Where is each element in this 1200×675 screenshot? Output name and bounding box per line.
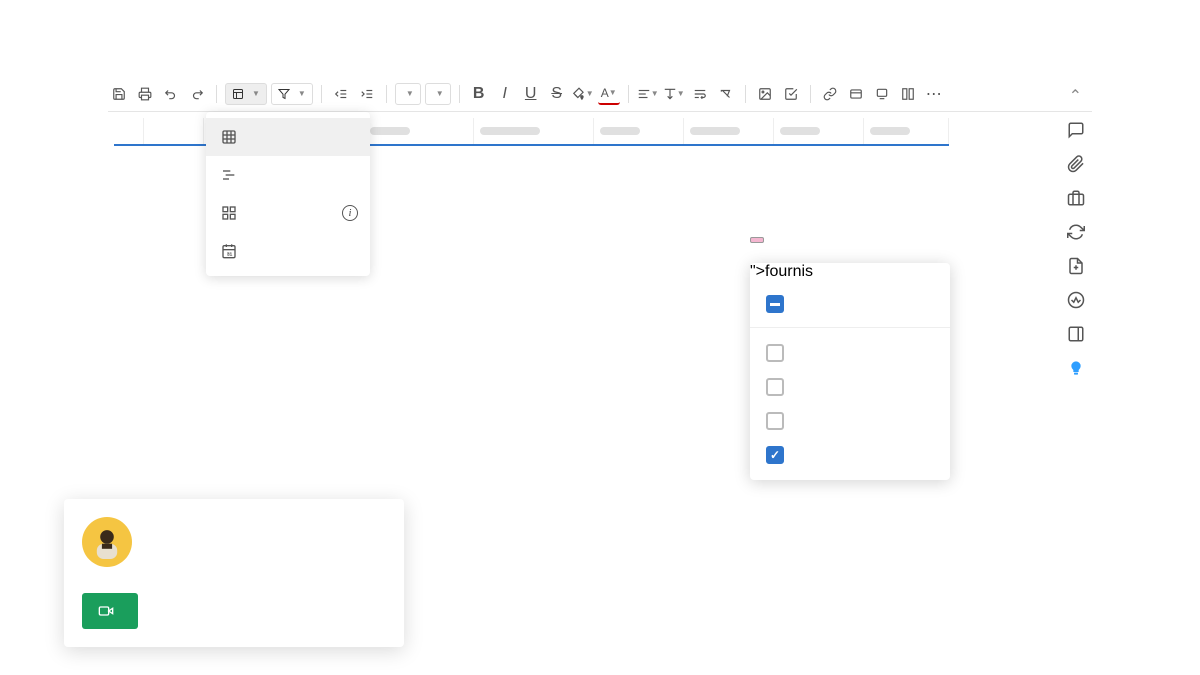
view-menu-grid[interactable] <box>206 118 370 156</box>
contact-card <box>64 499 404 647</box>
region-option[interactable] <box>750 438 950 472</box>
image-icon[interactable] <box>754 83 776 105</box>
view-menu-calendar[interactable]: 31 <box>206 232 370 270</box>
indent-icon[interactable] <box>356 83 378 105</box>
rail-panel-icon[interactable] <box>1066 324 1086 344</box>
align-icon[interactable]: ▼ <box>637 83 659 105</box>
filter-dropdown[interactable]: ▼ <box>271 83 313 105</box>
start-hangout-button[interactable] <box>82 593 138 629</box>
calendar-icon: 31 <box>220 242 238 260</box>
rail-briefcase-icon[interactable] <box>1066 188 1086 208</box>
save-icon[interactable] <box>108 83 130 105</box>
highlight-icon[interactable] <box>780 83 802 105</box>
undo-icon[interactable] <box>160 83 182 105</box>
card-icon <box>220 204 238 222</box>
region-option[interactable] <box>750 370 950 404</box>
valign-icon[interactable]: ▼ <box>663 83 685 105</box>
rail-attachments-icon[interactable] <box>1066 154 1086 174</box>
print-icon[interactable] <box>134 83 156 105</box>
grid-icon <box>220 128 238 146</box>
video-icon <box>98 603 114 619</box>
view-menu-card[interactable]: i <box>206 194 370 232</box>
text-color-icon[interactable]: A▼ <box>598 83 620 105</box>
region-selected-count <box>750 281 950 328</box>
collapse-toolbar-icon[interactable]: ⌃ <box>1069 86 1082 106</box>
outdent-icon[interactable] <box>330 83 352 105</box>
wrap-icon[interactable] <box>689 83 711 105</box>
rail-refefresh-icon[interactable] <box>1066 222 1086 242</box>
more-icon[interactable]: ⋯ <box>923 83 945 105</box>
rail-comments-icon[interactable] <box>1066 120 1086 140</box>
link-icon[interactable] <box>819 83 841 105</box>
font-size-dropdown[interactable]: ▼ <box>425 83 451 105</box>
region-option[interactable] <box>750 336 950 370</box>
comment-icon[interactable] <box>871 83 893 105</box>
redo-icon[interactable] <box>186 83 208 105</box>
view-dropdown[interactable]: ▼ <box>225 83 267 105</box>
view-menu-gantt[interactable] <box>206 156 370 194</box>
region-filter-popup: ">fournis <box>750 263 950 480</box>
info-icon[interactable]: i <box>342 205 358 221</box>
merge-icon[interactable] <box>897 83 919 105</box>
svg-text:31: 31 <box>227 252 233 257</box>
toolbar: ▼ ▼ ▼ ▼ B I U S ▼ A▼ ▼ ▼ ⋯ <box>108 82 1092 112</box>
region-active-tag[interactable] <box>750 237 764 243</box>
indeterminate-checkbox-icon[interactable] <box>766 295 784 313</box>
strikethrough-icon[interactable]: S <box>546 83 568 105</box>
contact-avatar <box>82 517 132 567</box>
underline-icon[interactable]: U <box>520 83 542 105</box>
rail-file-icon[interactable] <box>1066 256 1086 276</box>
font-family-dropdown[interactable]: ▼ <box>395 83 421 105</box>
view-menu: i 31 <box>206 112 370 276</box>
bold-icon[interactable]: B <box>468 83 490 105</box>
region-option[interactable] <box>750 404 950 438</box>
fill-color-icon[interactable]: ▼ <box>572 83 594 105</box>
right-rail <box>1060 120 1092 378</box>
clear-format-icon[interactable] <box>715 83 737 105</box>
rail-help-icon[interactable] <box>1066 358 1086 378</box>
attach-icon[interactable] <box>845 83 867 105</box>
rail-activity-icon[interactable] <box>1066 290 1086 310</box>
gantt-icon <box>220 166 238 184</box>
italic-icon[interactable]: I <box>494 83 516 105</box>
